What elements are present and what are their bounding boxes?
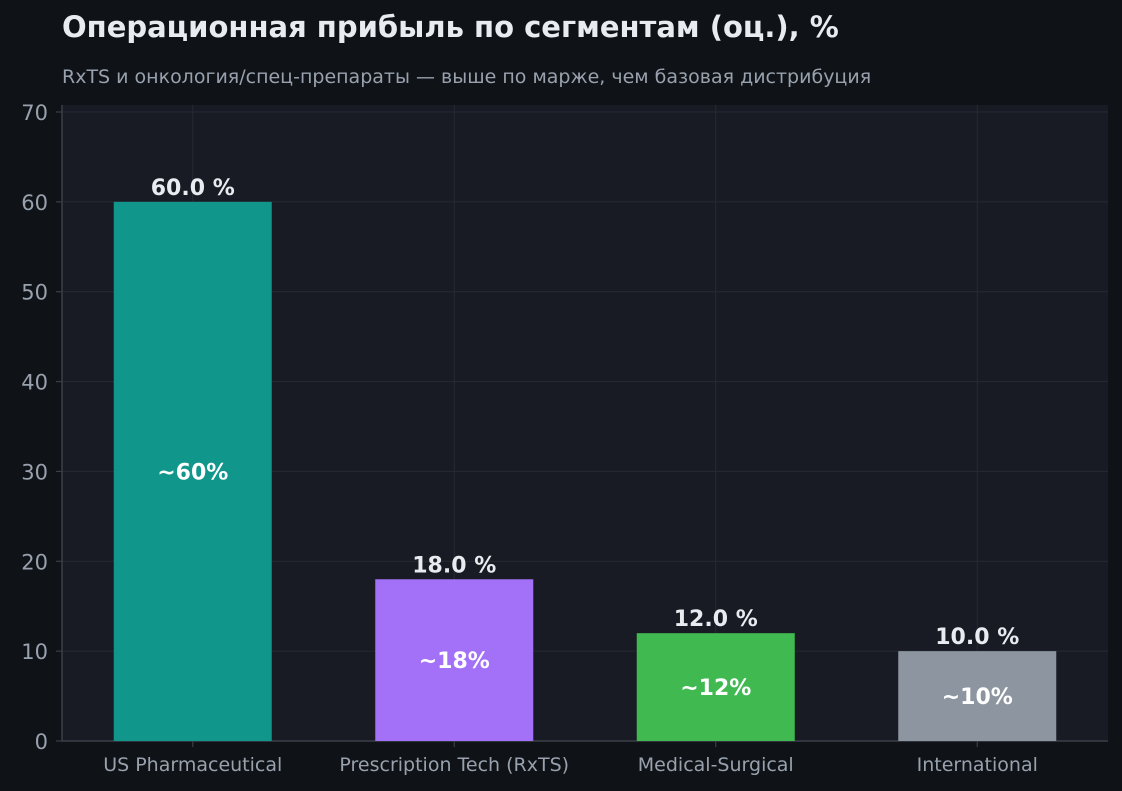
labels: US Pharmaceutical 60.0 % ~60% Prescription … — [103, 176, 1038, 776]
bar — [113, 201, 272, 741]
bars — [113, 201, 1057, 741]
y-tick-label: 70 — [21, 101, 48, 125]
bar-inner-label: ~60% — [157, 460, 228, 485]
x-tick-label: International — [917, 754, 1038, 776]
data-label: 10.0 % — [935, 625, 1019, 650]
y-tick-label: 40 — [21, 371, 48, 395]
bar — [898, 651, 1057, 741]
x-tick-label: Medical-Surgical — [638, 754, 794, 776]
x-tick-label: Prescription Tech (RxTS) — [339, 754, 569, 776]
y-tick-label: 20 — [21, 550, 48, 574]
data-label: 18.0 % — [412, 553, 496, 578]
bar-inner-label: ~12% — [680, 676, 751, 701]
y-tick-label: 30 — [21, 460, 48, 484]
y-tick-label: 50 — [21, 281, 48, 305]
chart-title: Операционная прибыль по сегментам (оц.),… — [62, 10, 839, 44]
bar-inner-label: ~18% — [419, 649, 490, 674]
data-label: 60.0 % — [151, 176, 235, 201]
chart-subtitle: RxTS и онкология/спец-препараты — выше п… — [62, 66, 872, 88]
data-label: 12.0 % — [674, 607, 758, 632]
bar — [636, 633, 795, 741]
bar-inner-label: ~10% — [942, 685, 1013, 710]
x-tick-label: US Pharmaceutical — [103, 754, 282, 776]
y-tick-label: 10 — [21, 640, 48, 664]
y-tick-label: 0 — [35, 730, 48, 754]
y-tick-label: 60 — [21, 191, 48, 215]
bar — [375, 579, 534, 741]
